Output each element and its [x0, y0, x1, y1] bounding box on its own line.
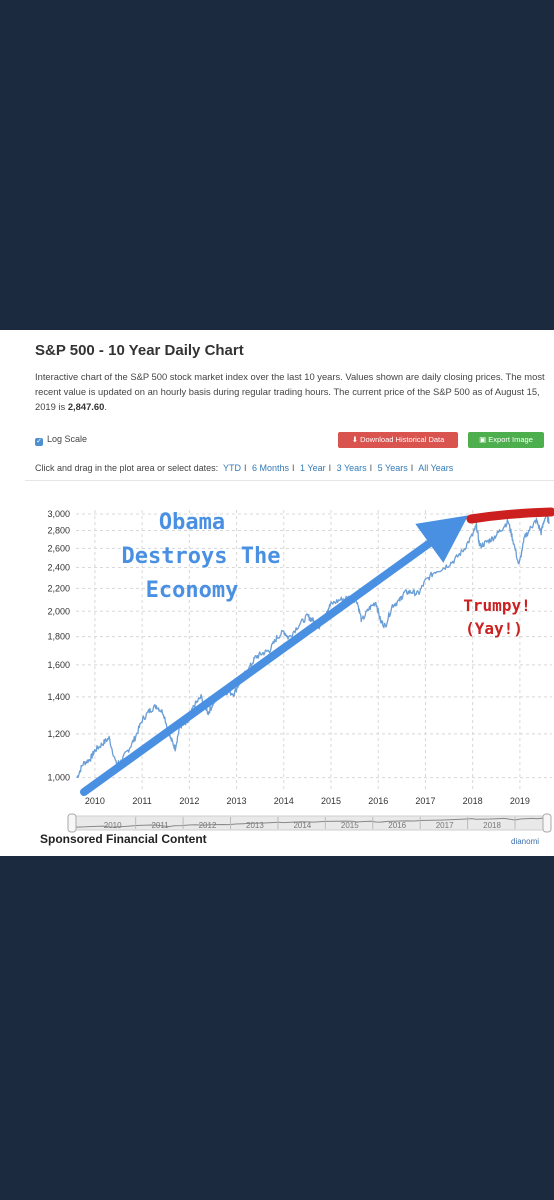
navigator-label: 2011 — [151, 821, 169, 830]
dianomi-logo[interactable]: dianomi — [511, 837, 540, 846]
y-tick-label: 3,000 — [47, 509, 70, 519]
sp500-chart[interactable]: 1,000 1,200 1,400 1,600 1,800 2,000 2,200 2,400… — [0, 330, 554, 856]
x-tick-label: 2012 — [179, 796, 199, 806]
chart-card: S&P 500 - 10 Year Daily Chart Interactiv… — [0, 330, 554, 856]
range-1-year[interactable]: 1 Year — [300, 463, 326, 473]
log-scale-toggle[interactable]: ✓ Log Scale — [35, 434, 87, 446]
y-tick-label: 2,000 — [47, 606, 70, 616]
x-tick-label: 2018 — [463, 796, 483, 806]
x-tick-label: 2011 — [132, 796, 151, 806]
y-tick-label: 1,400 — [47, 692, 70, 702]
range-all-years[interactable]: All Years — [418, 463, 454, 473]
y-tick-label: 1,600 — [47, 660, 70, 670]
y-tick-label: 2,200 — [47, 583, 70, 593]
navigator-label: 2014 — [293, 821, 311, 830]
x-tick-label: 2014 — [274, 796, 294, 806]
x-tick-label: 2015 — [321, 796, 341, 806]
page-title: S&P 500 - 10 Year Daily Chart — [35, 342, 244, 359]
x-tick-label: 2017 — [415, 796, 435, 806]
y-tick-label: 2,400 — [47, 563, 70, 573]
navigator-handle-right[interactable] — [542, 813, 552, 833]
navigator-line — [70, 817, 546, 829]
sponsored-heading: Sponsored Financial Content — [40, 832, 207, 846]
up-arrow — [80, 515, 469, 796]
annotation-destroys: Destroys The — [122, 544, 281, 569]
x-tick-label: 2019 — [510, 796, 530, 806]
y-tick-label: 1,000 — [47, 773, 70, 783]
navigator-label: 2015 — [341, 821, 359, 830]
annotation-yay: (Yay!) — [465, 619, 523, 638]
y-tick-label: 1,200 — [47, 729, 70, 739]
date-prompt: Click and drag in the plot area or selec… — [35, 463, 219, 473]
range-ytd[interactable]: YTD — [222, 463, 241, 473]
navigator-label: 2012 — [199, 821, 217, 830]
export-label: Export Image — [488, 435, 533, 444]
navigator-label: 2016 — [388, 821, 406, 830]
checkbox-icon[interactable]: ✓ — [35, 438, 43, 446]
date-range-selector: Click and drag in the plot area or selec… — [35, 463, 454, 473]
navigator-label: 2013 — [246, 821, 264, 830]
download-icon: ⬇ — [351, 435, 358, 444]
trumpy-line — [466, 507, 554, 524]
navigator-handle-left[interactable] — [67, 813, 77, 833]
export-image-button[interactable]: ▣ Export Image — [468, 432, 544, 448]
navigator-label: 2017 — [436, 821, 454, 830]
y-tick-label: 1,800 — [47, 632, 70, 642]
current-price: 2,847.60 — [67, 401, 105, 412]
y-tick-label: 2,800 — [47, 526, 70, 536]
range-6-months[interactable]: 6 Months — [251, 463, 290, 473]
annotation-trumpy: Trumpy! — [463, 596, 530, 615]
chart-description: Interactive chart of the S&P 500 stock m… — [35, 369, 550, 414]
navigator-label: 2018 — [483, 821, 501, 830]
image-icon: ▣ — [479, 435, 487, 444]
x-tick-label: 2013 — [227, 796, 247, 806]
navigator-label: 2010 — [104, 821, 122, 830]
range-navigator[interactable]: 2010 2011 2012 2013 2014 2015 2016 2017 2018 — [67, 813, 552, 833]
download-historical-data-button[interactable]: ⬇ Download Historical Data — [338, 432, 458, 448]
divider — [25, 480, 554, 481]
x-tick-label: 2010 — [85, 796, 105, 806]
download-label: Download Historical Data — [360, 435, 445, 444]
x-tick-label: 2016 — [368, 796, 388, 806]
range-3-years[interactable]: 3 Years — [336, 463, 367, 473]
range-5-years[interactable]: 5 Years — [377, 463, 408, 473]
y-tick-label: 2,600 — [47, 543, 70, 553]
annotation-obama: Obama — [159, 510, 225, 535]
description-text: Interactive chart of the S&P 500 stock m… — [35, 371, 545, 412]
description-end: . — [104, 401, 107, 412]
log-scale-label: Log Scale — [47, 434, 88, 444]
annotation-economy: Economy — [146, 578, 239, 603]
